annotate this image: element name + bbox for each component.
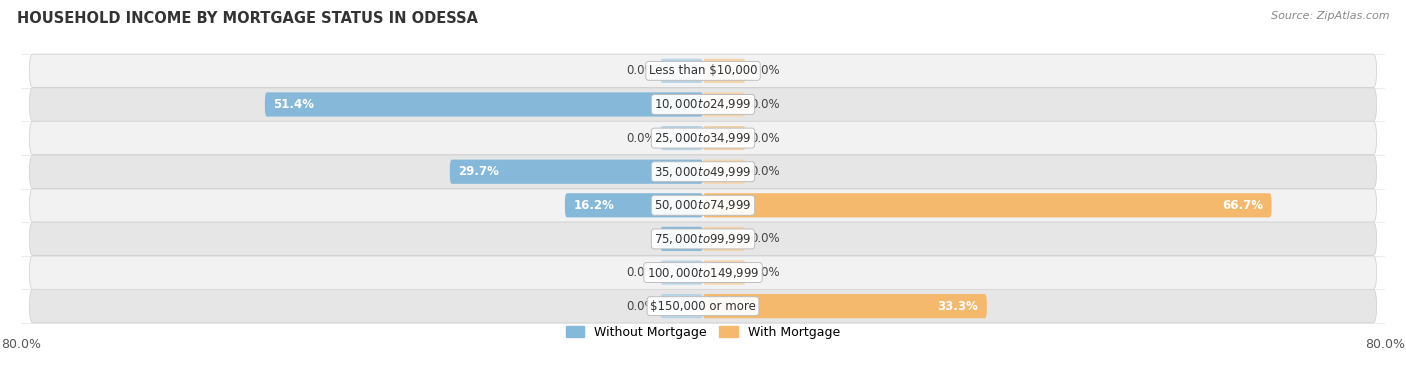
Text: 0.0%: 0.0% <box>749 98 779 111</box>
Text: 33.3%: 33.3% <box>938 300 979 313</box>
Text: 51.4%: 51.4% <box>273 98 315 111</box>
FancyBboxPatch shape <box>703 261 745 285</box>
FancyBboxPatch shape <box>30 88 1376 121</box>
FancyBboxPatch shape <box>661 261 703 285</box>
Text: 0.0%: 0.0% <box>749 266 779 279</box>
FancyBboxPatch shape <box>264 92 703 116</box>
FancyBboxPatch shape <box>30 289 1376 323</box>
Text: 0.0%: 0.0% <box>627 300 657 313</box>
FancyBboxPatch shape <box>703 227 745 251</box>
Text: 29.7%: 29.7% <box>458 165 499 178</box>
Text: 0.0%: 0.0% <box>749 165 779 178</box>
Text: $150,000 or more: $150,000 or more <box>650 300 756 313</box>
FancyBboxPatch shape <box>661 59 703 83</box>
Text: 0.0%: 0.0% <box>627 64 657 77</box>
Legend: Without Mortgage, With Mortgage: Without Mortgage, With Mortgage <box>561 321 845 344</box>
FancyBboxPatch shape <box>30 54 1376 88</box>
Text: 0.0%: 0.0% <box>749 132 779 145</box>
Text: 66.7%: 66.7% <box>1222 199 1263 212</box>
FancyBboxPatch shape <box>30 256 1376 289</box>
FancyBboxPatch shape <box>661 294 703 318</box>
FancyBboxPatch shape <box>30 121 1376 155</box>
FancyBboxPatch shape <box>30 222 1376 256</box>
FancyBboxPatch shape <box>661 126 703 150</box>
FancyBboxPatch shape <box>703 294 987 318</box>
FancyBboxPatch shape <box>565 193 703 218</box>
Text: 0.0%: 0.0% <box>627 132 657 145</box>
FancyBboxPatch shape <box>661 227 703 251</box>
Text: 0.0%: 0.0% <box>749 64 779 77</box>
Text: $50,000 to $74,999: $50,000 to $74,999 <box>654 198 752 212</box>
FancyBboxPatch shape <box>30 188 1376 222</box>
FancyBboxPatch shape <box>703 159 745 184</box>
Text: $100,000 to $149,999: $100,000 to $149,999 <box>647 265 759 279</box>
Text: 16.2%: 16.2% <box>574 199 614 212</box>
Text: 2.7%: 2.7% <box>669 232 702 245</box>
Text: Less than $10,000: Less than $10,000 <box>648 64 758 77</box>
FancyBboxPatch shape <box>30 155 1376 188</box>
FancyBboxPatch shape <box>450 159 703 184</box>
FancyBboxPatch shape <box>703 193 1271 218</box>
Text: Source: ZipAtlas.com: Source: ZipAtlas.com <box>1271 11 1389 21</box>
Text: 0.0%: 0.0% <box>749 232 779 245</box>
Text: $10,000 to $24,999: $10,000 to $24,999 <box>654 98 752 112</box>
FancyBboxPatch shape <box>703 126 745 150</box>
FancyBboxPatch shape <box>703 59 745 83</box>
Text: HOUSEHOLD INCOME BY MORTGAGE STATUS IN ODESSA: HOUSEHOLD INCOME BY MORTGAGE STATUS IN O… <box>17 11 478 26</box>
FancyBboxPatch shape <box>703 92 745 116</box>
Text: $35,000 to $49,999: $35,000 to $49,999 <box>654 165 752 179</box>
Text: $75,000 to $99,999: $75,000 to $99,999 <box>654 232 752 246</box>
Text: $25,000 to $34,999: $25,000 to $34,999 <box>654 131 752 145</box>
Text: 0.0%: 0.0% <box>627 266 657 279</box>
